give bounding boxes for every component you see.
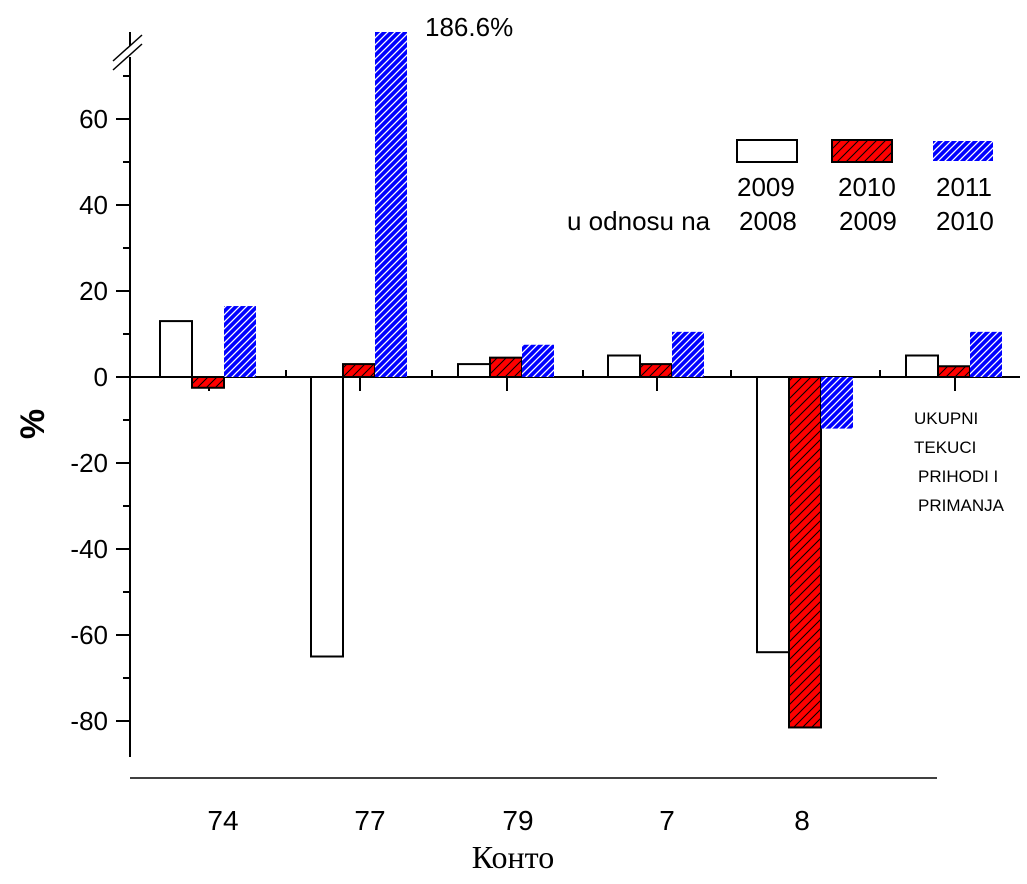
legend-year-2009: 2009	[737, 172, 795, 202]
zero-line	[130, 370, 1020, 391]
axis-break-mark	[112, 34, 143, 62]
bar-2011-74	[224, 306, 256, 377]
total-label-line-4: PRIMANJA	[918, 496, 1005, 515]
legend-swatch-2011	[933, 141, 993, 161]
legend-base-2010: 2010	[936, 206, 994, 236]
legend: 2009 2010 2011 u odnosu na 2008 2009 201…	[567, 139, 994, 236]
y-tick-label: 60	[79, 104, 108, 134]
legend-year-2010: 2010	[838, 172, 896, 202]
y-tick-label: 40	[79, 190, 108, 220]
bar-2009-7	[607, 354, 641, 378]
y-tick-label: -40	[70, 534, 108, 564]
bar-2010-7	[639, 363, 673, 379]
category-labels: 74 77 79 7 8	[207, 805, 809, 836]
y-axis	[112, 32, 143, 757]
bar-2010-8	[788, 376, 822, 729]
bar-2011-ukupni	[970, 331, 1002, 377]
bar-2010-77	[342, 363, 376, 379]
bar-2010-79	[489, 356, 523, 378]
bar-2009-79	[457, 363, 491, 379]
legend-swatch-2009	[736, 139, 798, 163]
category-label-79: 79	[502, 805, 533, 836]
total-label-line-1: UKUPNI	[914, 409, 978, 428]
legend-base-2008: 2008	[739, 206, 797, 236]
bar-2011-7	[672, 331, 704, 377]
total-category-label: UKUPNI TEKUCI PRIHODI I PRIMANJA	[914, 409, 1005, 515]
y-tick-label: 20	[79, 276, 108, 306]
bar-2011-79	[522, 344, 554, 377]
bar-2010-74	[191, 376, 225, 389]
bar-2011-8	[821, 377, 853, 429]
y-axis-label: %	[14, 409, 52, 439]
legend-base-2009: 2009	[839, 206, 897, 236]
y-tick-labels: 60 40 20 0 -20 -40 -60 -80	[70, 104, 108, 736]
x-axis-label: Конто	[472, 839, 554, 875]
y-tick-label: -20	[70, 448, 108, 478]
category-label-74: 74	[207, 805, 238, 836]
bar-2010-ukupni	[937, 365, 971, 378]
bar-2009-77	[310, 376, 344, 658]
bar-2011-77	[375, 32, 407, 377]
y-tick-label: -60	[70, 620, 108, 650]
y-tick-label: -80	[70, 706, 108, 736]
total-label-line-3: PRIHODI I	[918, 467, 998, 486]
bar-2009-ukupni	[905, 354, 939, 378]
bar-2009-8	[756, 376, 790, 654]
category-label-7: 7	[659, 805, 675, 836]
legend-relation-label: u odnosu na	[567, 206, 711, 236]
legend-year-2011: 2011	[936, 172, 992, 202]
legend-swatch-2010	[831, 139, 893, 163]
bars	[159, 32, 1002, 729]
bar-2009-74	[159, 320, 193, 379]
y-tick-label: 0	[94, 362, 108, 392]
total-label-line-2: TEKUCI	[914, 438, 976, 457]
annotation-186-6: 186.6%	[425, 12, 513, 42]
category-label-8: 8	[794, 805, 810, 836]
category-label-77: 77	[354, 805, 385, 836]
axis-break-mark	[112, 43, 143, 71]
